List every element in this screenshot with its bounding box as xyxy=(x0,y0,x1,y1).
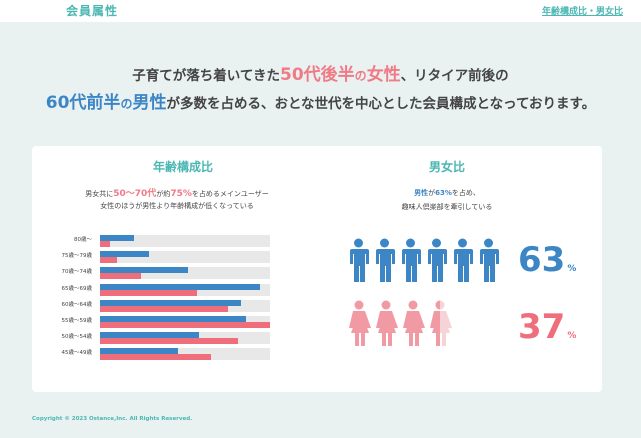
headline-emphasis: 50代後半 xyxy=(280,65,355,85)
bar-category-label: 60歳～64歳 xyxy=(61,301,93,308)
bar-track xyxy=(100,299,270,312)
headline-text: が多数を占める、おとな世代を中心とした会員構成となっております。 xyxy=(166,96,596,112)
age-bar-chart: 80歳～ 75歳～79歳 70歳～74歳 65歳～69歳 60歳～64歳 55歳～59歳 5… xyxy=(50,234,290,364)
male-bar xyxy=(100,251,150,258)
bar-category-label: 70歳～74歳 xyxy=(61,269,93,276)
bar-track xyxy=(100,348,270,361)
bar-category-label: 45歳～49歳 xyxy=(61,350,93,357)
copyright: Copyright © 2023 Ostance,Inc. All Rights… xyxy=(32,416,193,422)
female-bar xyxy=(100,289,197,296)
page-title: 会員属性 xyxy=(66,4,119,18)
desc-text: が xyxy=(428,189,436,197)
male-icons xyxy=(347,238,503,284)
desc-text: を占め、 xyxy=(451,189,480,197)
headline-particle: の xyxy=(120,97,133,111)
male-person-icon xyxy=(347,238,373,284)
female-person-icon xyxy=(401,300,428,346)
male-person-icon xyxy=(425,238,451,284)
percent-unit: % xyxy=(567,264,577,274)
desc-emphasis: 50～70代 xyxy=(113,189,157,199)
desc-emphasis: 63% xyxy=(435,189,452,197)
bar-track xyxy=(100,316,270,328)
bar-row: 60歳～64歳 xyxy=(50,299,290,314)
male-percent-value: 63 xyxy=(518,240,566,280)
bar-row: 75歳～79歳 xyxy=(50,250,290,265)
gender-description-2: 趣味人倶楽部を牽引している xyxy=(401,203,493,211)
bar-row: 45歳～49歳 xyxy=(50,347,290,362)
desc-text: が約 xyxy=(156,190,171,198)
desc-text: 男女共に xyxy=(85,190,114,198)
male-person-icon xyxy=(477,238,503,284)
bar-row: 55歳～59歳 xyxy=(50,315,290,330)
age-description-2: 女性のほうが男性より年齢構成が低くなっている xyxy=(100,202,254,210)
bar-track xyxy=(100,235,270,247)
headline-emphasis: 男性 xyxy=(132,93,167,113)
age-section-title: 年齢構成比 xyxy=(153,160,214,174)
female-person-icon xyxy=(428,300,455,346)
bar-category-label: 55歳～59歳 xyxy=(61,318,93,324)
desc-emphasis: 75% xyxy=(170,189,192,199)
female-bar xyxy=(100,354,211,361)
percent-unit: % xyxy=(567,331,577,341)
bar-track xyxy=(100,283,270,296)
bar-track xyxy=(100,251,270,264)
headline-text: 子育てが落ち着いてきた xyxy=(132,68,280,84)
male-person-icon xyxy=(399,238,425,284)
headline-emphasis: 60代前半 xyxy=(45,93,121,113)
bar-row: 80歳～ xyxy=(50,234,290,249)
bar-track xyxy=(100,267,270,280)
headline-particle: の xyxy=(354,69,367,83)
male-bar xyxy=(100,267,189,274)
bar-row: 65歳～69歳 xyxy=(50,283,290,298)
female-bar xyxy=(100,305,228,312)
female-bar xyxy=(100,322,270,328)
bar-category-label: 80歳～ xyxy=(74,237,92,243)
header-bar: 会員属性 年齢構成比・男女比 xyxy=(0,0,641,22)
headline-line-2: 60代前半の男性が多数を占める、おとな世代を中心とした会員構成となっております。 xyxy=(0,88,641,113)
female-percent-value: 37 xyxy=(518,307,566,347)
male-bar xyxy=(100,235,134,241)
headline-emphasis: 女性 xyxy=(366,65,401,85)
headline-line-1: 子育てが落ち着いてきた50代後半の女性、リタイア前後の xyxy=(0,60,641,85)
gender-description-1: 男性が63%を占め、 xyxy=(352,188,542,198)
male-person-icon xyxy=(451,238,477,284)
headline-text: 、リタイア前後の xyxy=(400,68,509,84)
female-bar xyxy=(100,273,141,280)
desc-text: を占めるメインユーザー xyxy=(191,190,269,198)
female-bar xyxy=(100,338,238,345)
bar-row: 70歳～74歳 xyxy=(50,266,290,281)
gender-section-title: 男女比 xyxy=(429,160,466,174)
female-bar xyxy=(100,257,117,264)
male-bar xyxy=(100,332,199,339)
male-bar xyxy=(100,299,242,306)
male-bar xyxy=(100,283,260,290)
female-person-icon xyxy=(347,300,374,346)
stats-panel: 年齢構成比 男女共に50～70代が約75%を占めるメインユーザー 女性のほうが男… xyxy=(32,146,602,392)
female-percentage: 37% xyxy=(518,307,576,347)
age-description-1: 男女共に50～70代が約75%を占めるメインユーザー xyxy=(32,186,322,199)
bar-category-label: 50歳～54歳 xyxy=(61,334,93,341)
male-person-icon xyxy=(373,238,399,284)
male-bar xyxy=(100,348,179,355)
bar-row: 50歳～54歳 xyxy=(50,331,290,346)
age-gender-link[interactable]: 年齢構成比・男女比 xyxy=(541,7,623,17)
female-bar xyxy=(100,241,111,247)
bar-track xyxy=(100,332,270,345)
bar-category-label: 65歳～69歳 xyxy=(61,285,93,292)
male-bar xyxy=(100,316,247,322)
desc-emphasis: 男性 xyxy=(414,189,429,197)
bar-category-label: 75歳～79歳 xyxy=(61,253,93,260)
male-percentage: 63% xyxy=(518,240,576,280)
female-person-icon xyxy=(374,300,401,346)
female-icons xyxy=(347,300,455,346)
